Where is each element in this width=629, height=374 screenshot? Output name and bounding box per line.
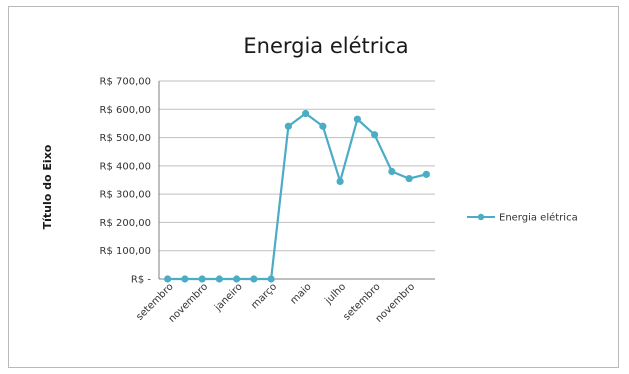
y-tick-label: R$ 500,00 [100,133,151,144]
data-point [164,275,172,283]
legend-label: Energia elétrica [499,212,578,224]
x-tick-label: janeiro [212,281,245,314]
data-point [422,170,430,178]
y-axis-ticks: R$ - R$ 100,00 R$ 200,00 R$ 300,00 R$ 400,00… [100,77,152,286]
x-tick-label: março [249,281,279,311]
x-tick-label: julho [323,281,349,307]
data-point [336,177,344,186]
y-tick-label: R$ 400,00 [100,161,151,172]
data-point [319,122,327,130]
y-axis-title: Título do Eixo [41,144,54,229]
data-point [353,115,361,123]
chart-frame: Energia elétrica Título do Eixo R$ - R$ 1… [8,6,619,368]
data-point [405,174,413,183]
data-point [181,275,189,283]
x-tick-label: maio [288,281,313,306]
data-point [284,122,292,130]
legend: Energia elétrica [467,212,578,224]
y-tick-label: R$ 200,00 [100,218,151,229]
y-tick-label: R$ 700,00 [100,77,151,88]
y-tick-label: R$ 300,00 [100,190,151,201]
data-point [215,275,223,283]
data-point [371,131,379,139]
data-point [388,167,396,176]
chart-title: Energia elétrica [243,34,408,58]
data-point [267,275,275,283]
y-tick-label: R$ - [131,275,151,286]
series-line [167,112,427,281]
line-chart: Energia elétrica Título do Eixo R$ - R$ 1… [41,34,578,325]
legend-marker [477,213,485,221]
gridlines [158,80,435,280]
data-point [233,275,241,283]
y-tick-label: R$ 100,00 [100,246,151,257]
y-tick-label: R$ 600,00 [100,105,151,116]
data-point [250,275,258,283]
data-point [198,275,206,283]
series-layer [164,109,430,283]
data-point [302,109,310,118]
